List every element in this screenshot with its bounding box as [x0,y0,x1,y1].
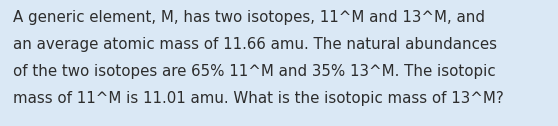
Text: mass of 11^M is 11.01 amu. What is the isotopic mass of 13^M?: mass of 11^M is 11.01 amu. What is the i… [13,91,504,106]
Text: A generic element, M, has two isotopes, 11^M and 13^M, and: A generic element, M, has two isotopes, … [13,10,485,25]
Text: an average atomic mass of 11.66 amu. The natural abundances: an average atomic mass of 11.66 amu. The… [13,37,497,52]
Text: of the two isotopes are 65% 11^M and 35% 13^M. The isotopic: of the two isotopes are 65% 11^M and 35%… [13,64,496,79]
